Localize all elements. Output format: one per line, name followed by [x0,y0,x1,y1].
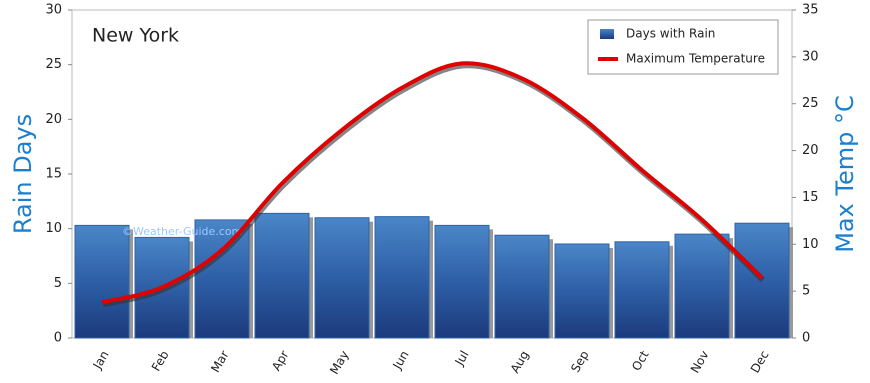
bar [614,241,670,339]
y2-tick-label: 35 [802,3,819,18]
y2-tick-label: 20 [802,143,819,158]
line [101,61,764,305]
y2-axis-label: Max Temp °C [831,95,859,253]
x-tick-label: Feb [149,348,172,373]
x-tick-label: Dec [748,348,772,375]
chart-title: New York [92,25,179,47]
bar [374,216,430,339]
bar [254,212,310,339]
watermark: ©Weather-Guide.com [122,225,242,238]
x-tick-label: Aug [508,348,532,375]
y2-tick-label: 10 [802,237,819,252]
x-tick-label: Jul [452,348,472,368]
x-tick-label: Mar [208,348,231,375]
bar [494,234,550,339]
y-tick-label: 15 [45,167,62,182]
y-tick-label: 10 [45,221,62,236]
x-tick-label: Oct [629,348,652,373]
y2-tick-label: 30 [802,49,819,64]
bar [434,224,490,339]
y2-tick-label: 15 [802,190,819,205]
y-axis-label: Rain Days [9,114,37,234]
y-tick-label: 5 [54,276,62,291]
y-tick-label: 25 [45,57,62,72]
legend-swatch [600,29,614,39]
bar [194,219,250,339]
x-tick-label: May [327,348,352,376]
y-tick-label: 20 [45,112,62,127]
bar [554,243,610,339]
y-tick-label: 30 [45,3,62,18]
y2-tick-label: 5 [802,284,810,299]
y2-tick-label: 0 [802,331,810,346]
x-tick-label: Jan [90,348,112,372]
bar [314,217,370,339]
legend-label: Days with Rain [626,27,715,41]
x-tick-label: Apr [269,348,292,373]
legend [587,19,779,75]
y-tick-label: 0 [54,331,62,346]
legend-label: Maximum Temperature [626,52,765,66]
bar [674,233,730,339]
x-tick-label: Nov [688,348,712,375]
x-tick-label: Sep [568,348,591,375]
x-tick-label: Jun [390,348,412,372]
y2-tick-label: 25 [802,96,819,111]
bar [74,224,130,339]
